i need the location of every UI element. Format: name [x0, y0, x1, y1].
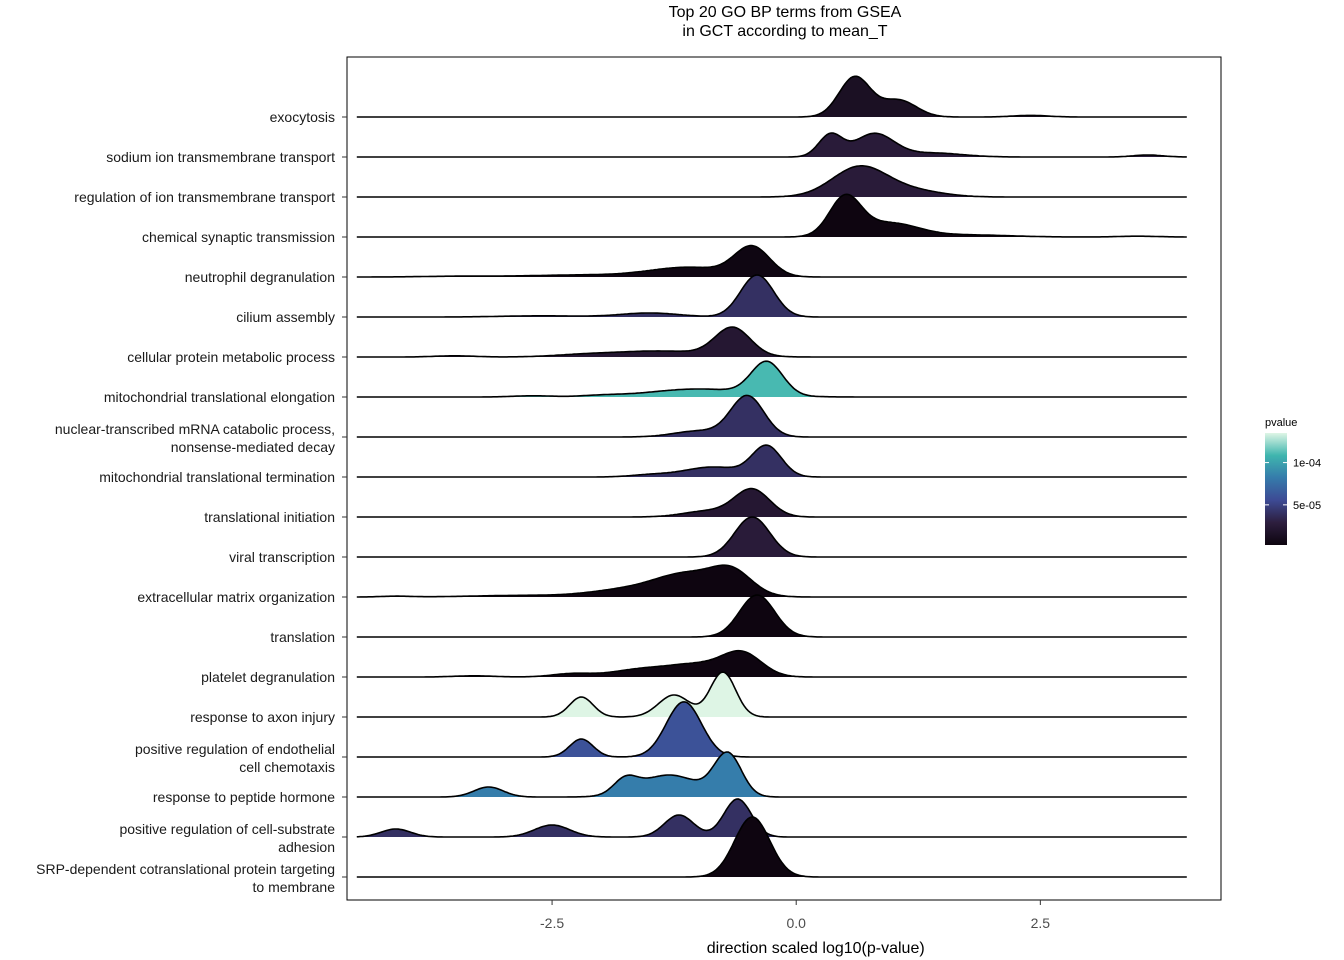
legend-title: pvalue	[1265, 417, 1297, 429]
y-tick-label: response to axon injury	[190, 709, 335, 725]
ridge-outline	[356, 701, 1187, 758]
ridge-fill	[356, 133, 1187, 157]
ridge-15	[356, 671, 1187, 718]
ridge-fill	[356, 817, 1187, 877]
ridge-fill	[356, 752, 1187, 797]
legend-colorbar	[1265, 433, 1287, 545]
ridge-outline	[356, 594, 1187, 638]
ridge-19	[356, 816, 1187, 878]
y-tick-label: cellular protein metabolic process	[127, 349, 335, 365]
ridges-group	[356, 75, 1187, 878]
ridge-18	[356, 798, 1187, 838]
ridge-12	[356, 564, 1187, 598]
ridge-fill	[356, 672, 1187, 717]
ridge-fill	[356, 275, 1187, 317]
color-legend: pvalue 1e-04 5e-05	[1265, 417, 1321, 545]
y-tick-label: cilium assembly	[236, 309, 335, 325]
chart-title: Top 20 GO BP terms from GSEA in GCT acco…	[669, 4, 902, 40]
ridge-4	[356, 244, 1187, 278]
ridge-10	[356, 487, 1187, 518]
y-tick-label: exocytosis	[270, 109, 335, 125]
x-tick-label: 2.5	[1031, 915, 1051, 931]
ridge-3	[356, 193, 1187, 238]
ridge-fill	[356, 165, 1187, 197]
ridge-fill	[356, 361, 1187, 397]
ridge-13	[356, 594, 1187, 638]
y-tick-label: mitochondrial translational termination	[99, 469, 335, 485]
ridge-outline	[356, 360, 1187, 398]
ridge-6	[356, 326, 1187, 358]
y-tick-label: extracellular matrix organization	[137, 589, 335, 605]
ridge-outline	[356, 671, 1187, 718]
ridge-outline	[356, 326, 1187, 358]
ridge-fill	[356, 517, 1187, 557]
chart-title-line-2: in GCT according to mean_T	[682, 23, 887, 40]
y-tick-label: platelet degranulation	[201, 669, 335, 685]
x-tick-label: 0.0	[786, 915, 806, 931]
ridge-14	[356, 649, 1187, 678]
ridge-16	[356, 701, 1187, 758]
ridge-8	[356, 394, 1187, 438]
ridge-1	[356, 132, 1187, 158]
ridge-outline	[356, 165, 1187, 198]
ridge-11	[356, 516, 1187, 558]
ridge-outline	[356, 274, 1187, 318]
ridge-5	[356, 274, 1187, 318]
ridge-outline	[356, 751, 1187, 798]
ridge-fill	[356, 194, 1187, 237]
ridge-fill	[356, 76, 1187, 117]
y-tick-label: response to peptide hormone	[153, 789, 335, 805]
ridge-fill	[356, 327, 1187, 357]
legend-ticks: 1e-04 5e-05	[1265, 458, 1321, 512]
ridge-9	[356, 444, 1187, 478]
ridge-17	[356, 751, 1187, 798]
ridge-outline	[356, 394, 1187, 438]
ridge-outline	[356, 193, 1187, 238]
ridge-outline	[356, 564, 1187, 598]
y-tick-label: neutrophil degranulation	[185, 269, 335, 285]
ridge-outline	[356, 244, 1187, 278]
y-tick-label: nuclear-transcribed mRNA catabolic proce…	[55, 421, 335, 455]
y-tick-label: regulation of ion transmembrane transpor…	[74, 189, 335, 205]
plot-panel-border	[346, 56, 1222, 901]
ridge-outline	[356, 444, 1187, 478]
legend-tick-label: 5e-05	[1293, 500, 1321, 512]
ridge-fill	[356, 595, 1187, 637]
ridge-outline	[356, 487, 1187, 518]
y-tick-label: mitochondrial translational elongation	[104, 389, 335, 405]
x-axis-label: direction scaled log10(p-value)	[707, 940, 925, 957]
ridge-fill	[356, 701, 1187, 757]
ridge-outline	[356, 75, 1187, 118]
ridge-fill	[356, 650, 1187, 677]
y-tick-label: sodium ion transmembrane transport	[106, 149, 335, 165]
ridge-fill	[356, 445, 1187, 477]
ridge-outline	[356, 649, 1187, 678]
chart-title-line-1: Top 20 GO BP terms from GSEA	[669, 4, 902, 21]
ridge-0	[356, 75, 1187, 118]
y-tick-label: positive regulation of endothelial cell c…	[135, 741, 335, 775]
y-tick-label: SRP-dependent cotranslational protein ta…	[36, 861, 335, 895]
y-axis: exocytosis sodium ion transmembrane trans…	[36, 109, 347, 895]
ridge-outline	[356, 516, 1187, 558]
y-tick-label: translation	[270, 629, 335, 645]
ridge-outline	[356, 798, 1187, 838]
ridge-fill	[356, 799, 1187, 837]
legend-tick-label: 1e-04	[1293, 458, 1321, 470]
y-tick-label: positive regulation of cell-substrate adh…	[119, 821, 335, 855]
x-axis: -2.5 0.0 2.5	[540, 900, 1050, 931]
x-tick-label: -2.5	[540, 915, 564, 931]
ridge-7	[356, 360, 1187, 398]
y-tick-label: translational initiation	[204, 509, 335, 525]
ridge-outline	[356, 816, 1187, 878]
ridge-fill	[356, 565, 1187, 597]
ridge-2	[356, 165, 1187, 198]
y-tick-label: chemical synaptic transmission	[142, 229, 335, 245]
ridge-outline	[356, 132, 1187, 158]
ridge-fill	[356, 395, 1187, 437]
y-tick-label: viral transcription	[229, 549, 335, 565]
